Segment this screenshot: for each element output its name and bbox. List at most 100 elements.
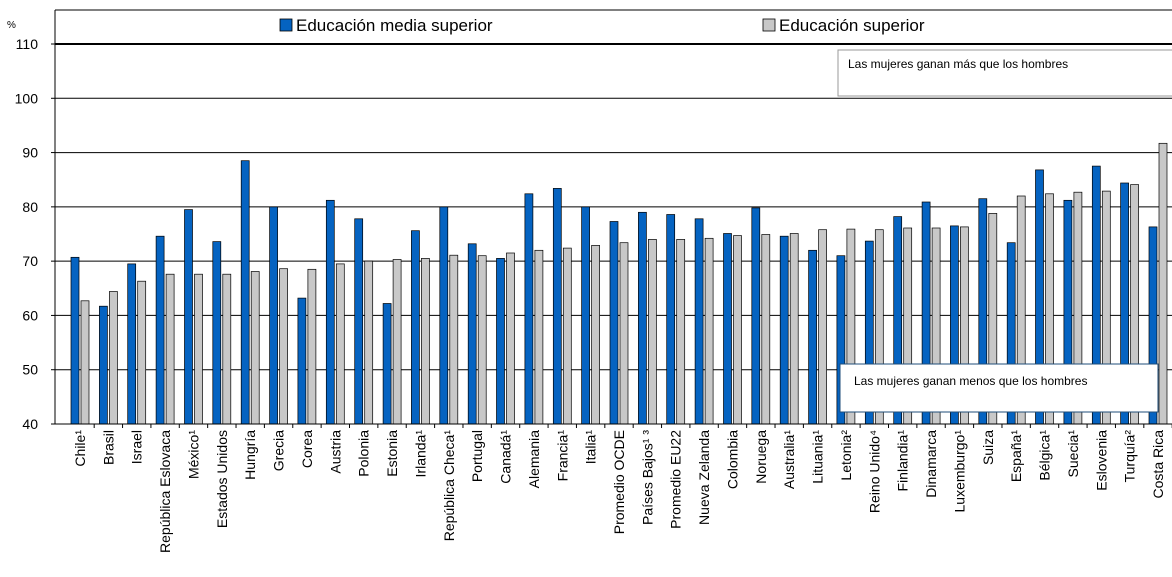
- x-category-label: Chile¹: [72, 430, 88, 467]
- bar-media-superior: [439, 206, 449, 425]
- bar-media-superior: [779, 235, 789, 425]
- bar-superior: [421, 258, 430, 425]
- bar-superior: [449, 254, 459, 425]
- bar-superior: [477, 255, 487, 425]
- bar-superior: [194, 273, 203, 425]
- bar-superior: [1158, 142, 1168, 425]
- x-category-label: España¹: [1008, 430, 1024, 482]
- legend-label-series-1: Educación media superior: [296, 16, 493, 35]
- legend-swatch-series-1: [279, 18, 293, 32]
- bar-media-superior: [354, 218, 364, 425]
- x-category-label: Austria: [327, 430, 343, 474]
- bar-media-superior: [723, 233, 732, 425]
- x-category-label: México¹: [186, 430, 202, 479]
- bar-media-superior: [552, 188, 562, 425]
- bar-media-superior: [411, 230, 420, 425]
- x-category-label: Suiza: [980, 430, 996, 465]
- x-category-label: Suecia¹: [1065, 430, 1081, 478]
- bar-media-superior: [751, 207, 761, 425]
- legend-swatch-series-2: [762, 18, 776, 32]
- bar-superior: [80, 300, 90, 425]
- x-category-label: Países Bajos¹ ³: [639, 430, 655, 525]
- bar-superior: [789, 233, 799, 425]
- bar-media-superior: [269, 206, 278, 425]
- bar-superior: [818, 229, 827, 425]
- legend-label-series-2: Educación superior: [779, 16, 925, 35]
- x-category-label: Estonia: [384, 430, 400, 477]
- x-category-label: Luxemburgo¹: [951, 430, 967, 513]
- bars: [70, 142, 1168, 425]
- x-category-label: Lituania¹: [810, 430, 826, 484]
- x-category-label: Costa Rica: [1150, 430, 1166, 499]
- x-category-label: Promedio OCDE: [611, 430, 627, 534]
- bar-media-superior: [609, 221, 619, 425]
- x-category-label: Corea: [299, 430, 315, 468]
- bar-media-superior: [184, 209, 193, 425]
- x-category-label: Turquía²: [1122, 430, 1138, 483]
- x-category-label: Dinamarca: [923, 430, 939, 498]
- bar-media-superior: [524, 193, 534, 425]
- x-category-label: Israel: [129, 430, 145, 464]
- x-category-label: Hungría: [242, 430, 258, 480]
- x-category-label: Noruega: [753, 430, 769, 484]
- bar-superior: [335, 263, 345, 425]
- bar-superior: [222, 273, 232, 425]
- bar-superior: [506, 252, 515, 425]
- x-category-label: Reino Unido⁴: [866, 430, 882, 513]
- annotation-above: Las mujeres ganan más que los hombres: [837, 49, 1172, 97]
- bar-superior: [704, 237, 714, 425]
- bar-media-superior: [99, 305, 108, 425]
- legend: Educación media superior Educación super…: [279, 16, 925, 35]
- y-tick-label: 90: [22, 145, 38, 161]
- x-category-label: Eslovenia: [1093, 430, 1109, 491]
- bar-superior: [165, 273, 175, 425]
- bar-media-superior: [382, 303, 392, 425]
- bar-superior: [250, 271, 260, 425]
- bar-media-superior: [581, 206, 590, 425]
- x-category-label: Francia¹: [554, 430, 570, 482]
- y-axis-ticks: 40 50 60 70 80 90 100 110: [15, 36, 55, 432]
- x-category-label: Portugal: [469, 430, 485, 482]
- x-category-label: Estados Unidos: [214, 430, 230, 528]
- x-category-label: Nueva Zelanda: [696, 430, 712, 525]
- annotation-above-text: Las mujeres ganan más que los hombres: [848, 57, 1068, 71]
- bar-superior: [676, 239, 686, 425]
- bar-media-superior: [808, 249, 817, 425]
- bar-superior: [761, 234, 771, 425]
- x-category-label: Finlandia¹: [895, 430, 911, 492]
- bar-media-superior: [127, 263, 137, 425]
- bar-superior: [562, 247, 572, 425]
- bar-superior: [364, 260, 374, 425]
- annotation-below: Las mujeres ganan menos que los hombres: [839, 363, 1159, 413]
- bar-superior: [137, 280, 147, 425]
- x-category-label: Australia¹: [781, 430, 797, 489]
- bar-media-superior: [666, 214, 676, 425]
- bar-superior: [733, 235, 742, 425]
- bar-media-superior: [467, 243, 477, 425]
- x-category-label: Grecia: [271, 430, 287, 471]
- x-category-label: Letonia²: [838, 430, 854, 481]
- bar-superior: [619, 242, 629, 425]
- bar-media-superior: [212, 241, 222, 425]
- x-category-label: Canadá¹: [498, 430, 514, 484]
- annotation-below-text: Las mujeres ganan menos que los hombres: [854, 374, 1087, 388]
- x-category-label: Bélgica¹: [1037, 430, 1053, 481]
- bar-media-superior: [297, 297, 307, 425]
- bar-superior: [279, 268, 288, 425]
- bar-superior: [648, 239, 657, 425]
- x-category-label: Colombia: [725, 430, 741, 489]
- x-category-label: República Eslovaca: [157, 430, 173, 553]
- y-tick-label: 70: [22, 253, 38, 269]
- bar-superior: [307, 268, 317, 425]
- x-category-label: Promedio EU22: [668, 430, 684, 529]
- x-category-label: Alemania: [526, 430, 542, 489]
- bar-media-superior: [638, 211, 647, 425]
- x-category-label: Polonia: [356, 430, 372, 477]
- x-category-label: Italia¹: [583, 430, 599, 465]
- bar-superior: [109, 291, 118, 425]
- bar-superior: [392, 259, 402, 425]
- y-tick-label: 100: [15, 90, 39, 106]
- bar-media-superior: [240, 160, 250, 425]
- y-tick-label: 50: [22, 362, 38, 378]
- bar-superior: [534, 249, 544, 425]
